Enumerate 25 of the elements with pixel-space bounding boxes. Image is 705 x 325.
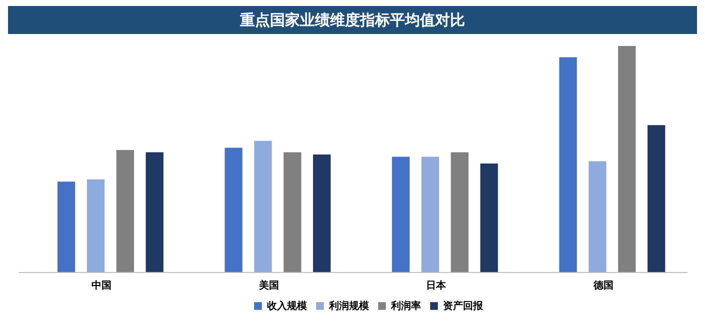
chart-title: 重点国家业绩维度指标平均值对比 xyxy=(8,6,697,34)
bar xyxy=(313,154,331,272)
legend-label: 利润率 xyxy=(390,300,421,312)
bar xyxy=(559,57,577,272)
bar xyxy=(618,46,636,272)
bar xyxy=(57,182,76,272)
x-tick-label: 中国 xyxy=(92,280,112,292)
bar xyxy=(450,152,469,272)
x-tick-label: 德国 xyxy=(592,280,614,292)
legend-label: 利润规模 xyxy=(328,300,370,312)
bar xyxy=(648,125,666,272)
bar xyxy=(224,148,242,272)
bar xyxy=(421,156,440,272)
bar xyxy=(254,140,272,272)
bar xyxy=(146,152,164,272)
bar xyxy=(284,152,302,272)
bar xyxy=(116,150,134,272)
bar xyxy=(86,179,105,272)
bar xyxy=(392,156,410,272)
x-tick-label: 日本 xyxy=(426,280,448,292)
legend-label: 资产回报 xyxy=(443,300,484,312)
x-tick-label: 美国 xyxy=(258,280,279,292)
bar xyxy=(588,161,606,272)
bar xyxy=(480,164,498,272)
legend-label: 收入规模 xyxy=(267,300,308,312)
